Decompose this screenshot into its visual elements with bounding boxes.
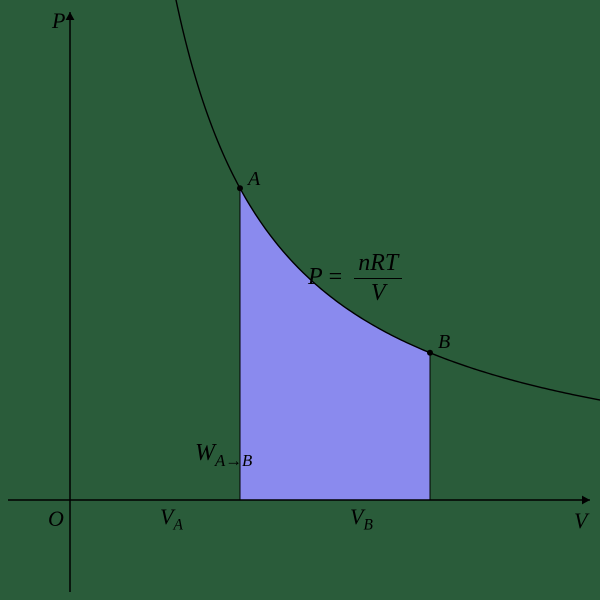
formula-label: P = nRTV bbox=[308, 250, 402, 307]
y-axis-label: P bbox=[52, 8, 65, 34]
vb-tick-label: VB bbox=[350, 504, 373, 534]
va-tick-label: VA bbox=[160, 504, 183, 534]
y-axis-arrowhead bbox=[66, 12, 75, 20]
work-area-fill bbox=[240, 188, 430, 500]
pv-diagram bbox=[0, 0, 600, 600]
point-a bbox=[237, 185, 243, 191]
work-label: WA→B bbox=[195, 440, 252, 471]
point-b-label: B bbox=[438, 331, 450, 354]
origin-label: O bbox=[48, 506, 64, 532]
x-axis-arrowhead bbox=[582, 496, 590, 505]
point-b bbox=[427, 350, 433, 356]
x-axis-label: V bbox=[574, 508, 587, 534]
point-a-label: A bbox=[248, 168, 260, 191]
